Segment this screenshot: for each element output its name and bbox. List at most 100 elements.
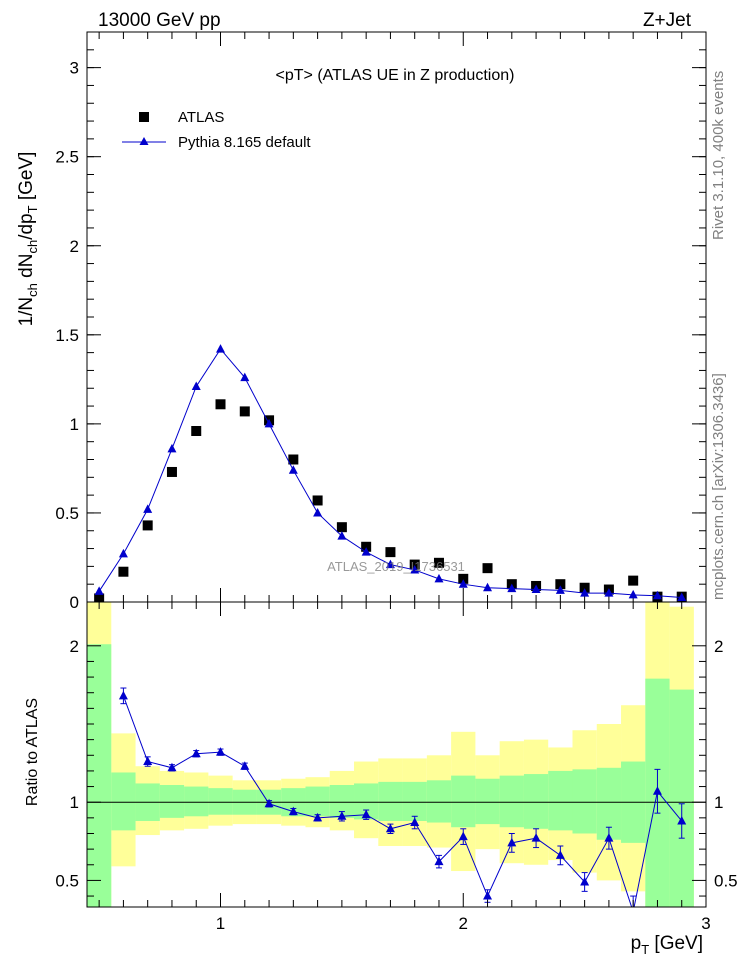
x-tick-label: 1 xyxy=(216,914,225,933)
atlas-point xyxy=(579,582,590,593)
pythia-point xyxy=(167,443,177,453)
green-band-bin xyxy=(208,788,233,815)
atlas-point xyxy=(191,426,202,436)
ratio-point xyxy=(385,823,395,833)
pythia-point xyxy=(216,344,226,353)
atlas-point xyxy=(215,399,226,410)
ratio-panel: 0.5 0.5 1 1 2 2 1 2 3 Ratio to ATLAS pT [GeV] xyxy=(24,601,738,957)
ratio-point xyxy=(361,809,371,819)
chart-title: <pT> (ATLAS UE in Z production) xyxy=(276,67,515,84)
atlas-point xyxy=(409,559,420,570)
green-band-bin xyxy=(523,774,549,829)
atlas-point xyxy=(142,520,153,531)
pythia-point xyxy=(652,590,662,600)
atlas-point xyxy=(166,466,177,477)
y-tick-label: 3 xyxy=(70,59,79,78)
green-band-bin xyxy=(475,778,500,825)
ratio-point xyxy=(337,811,347,820)
pythia-point xyxy=(483,582,493,592)
y-tick-label: 1 xyxy=(70,415,79,434)
pythia-point xyxy=(143,504,153,513)
rivet-label: Rivet 3.1.10, 400k events xyxy=(710,71,727,240)
ratio-point xyxy=(507,837,517,847)
ratio-y-tick-label: 1 xyxy=(70,793,79,812)
ratio-point xyxy=(410,817,420,827)
ratio-point xyxy=(458,831,468,841)
mcplots-label: mcplots.cern.ch [arXiv:1306.3436] xyxy=(710,373,727,600)
ratio-point xyxy=(264,798,274,808)
ratio-point xyxy=(531,833,541,842)
watermark: ATLAS_2019_I1736531 xyxy=(327,559,465,574)
pythia-point xyxy=(531,584,541,594)
ratio-plot-area xyxy=(87,602,706,907)
y-tick-label: 2 xyxy=(70,237,79,256)
ratio-line xyxy=(122,695,683,907)
x-tick-label: 3 xyxy=(701,914,710,933)
pythia-point xyxy=(555,585,565,594)
green-band-bin xyxy=(305,786,330,817)
green-band-bin xyxy=(426,780,452,823)
pythia-point xyxy=(410,564,420,574)
ratio-point xyxy=(216,747,226,756)
y-tick-label: 2.5 xyxy=(55,148,79,167)
green-band-bin xyxy=(402,781,427,821)
y-tick-label: 1.5 xyxy=(55,326,79,345)
ratio-point xyxy=(143,756,153,766)
atlas-point xyxy=(628,575,639,586)
legend: ATLAS Pythia 8.165 default xyxy=(122,109,311,151)
pythia-point xyxy=(361,547,371,556)
legend-label-atlas: ATLAS xyxy=(178,109,224,126)
atlas-point xyxy=(555,579,566,590)
green-band-bin xyxy=(159,785,185,818)
pythia-point xyxy=(385,559,395,569)
atlas-point xyxy=(239,406,250,417)
legend-marker-pythia xyxy=(139,137,149,145)
ratio-point xyxy=(483,891,493,900)
ratio-point xyxy=(604,833,614,842)
ratio-point xyxy=(240,761,250,770)
pythia-point xyxy=(580,588,590,597)
green-band-bin xyxy=(548,770,573,831)
pythia-point xyxy=(313,507,323,517)
pythia-point xyxy=(628,589,638,599)
ratio-point xyxy=(167,762,177,772)
pythia-point xyxy=(191,381,201,390)
atlas-point xyxy=(336,522,347,533)
y-axis-label: 1/Nch dNch/dpT [GeV] xyxy=(16,152,40,327)
atlas-point xyxy=(433,557,444,568)
atlas-point xyxy=(458,573,469,584)
pythia-point xyxy=(264,418,274,428)
pythia-point xyxy=(118,548,128,558)
atlas-point xyxy=(385,547,396,558)
legend-marker-atlas xyxy=(139,112,149,122)
ratio-point xyxy=(555,850,565,859)
pythia-point xyxy=(604,588,614,597)
y-tick-label: 0.5 xyxy=(55,504,79,523)
ratio-y-tick-label: 0.5 xyxy=(55,871,79,890)
header-left: 13000 GeV pp xyxy=(98,10,221,31)
green-band-bin xyxy=(87,644,112,907)
ratio-y-axis-label: Ratio to ATLAS xyxy=(24,698,41,806)
ratio-point xyxy=(652,786,662,795)
green-band-bin xyxy=(499,775,524,828)
green-band-bin xyxy=(111,772,136,831)
green-band-bin xyxy=(378,781,403,821)
pythia-point xyxy=(337,531,347,540)
atlas-point xyxy=(361,541,372,552)
ratio-y-tick-label-right: 2 xyxy=(714,637,723,656)
pythia-point xyxy=(94,586,104,595)
pythia-point xyxy=(434,573,444,583)
pythia-point xyxy=(458,579,468,588)
ratio-point xyxy=(633,906,634,907)
header-right: Z+Jet xyxy=(643,10,692,31)
atlas-point xyxy=(94,593,105,604)
ratio-point xyxy=(288,806,298,816)
main-panel: 0 0.5 1 1.5 2 2.5 3 <pT> (ATLAS UE in Z produc… xyxy=(16,31,707,612)
atlas-point xyxy=(118,566,129,577)
pythia-point xyxy=(677,592,687,602)
ratio-point xyxy=(191,748,201,758)
ratio-point xyxy=(313,812,323,822)
atlas-point xyxy=(482,563,493,574)
atlas-point xyxy=(312,495,323,506)
